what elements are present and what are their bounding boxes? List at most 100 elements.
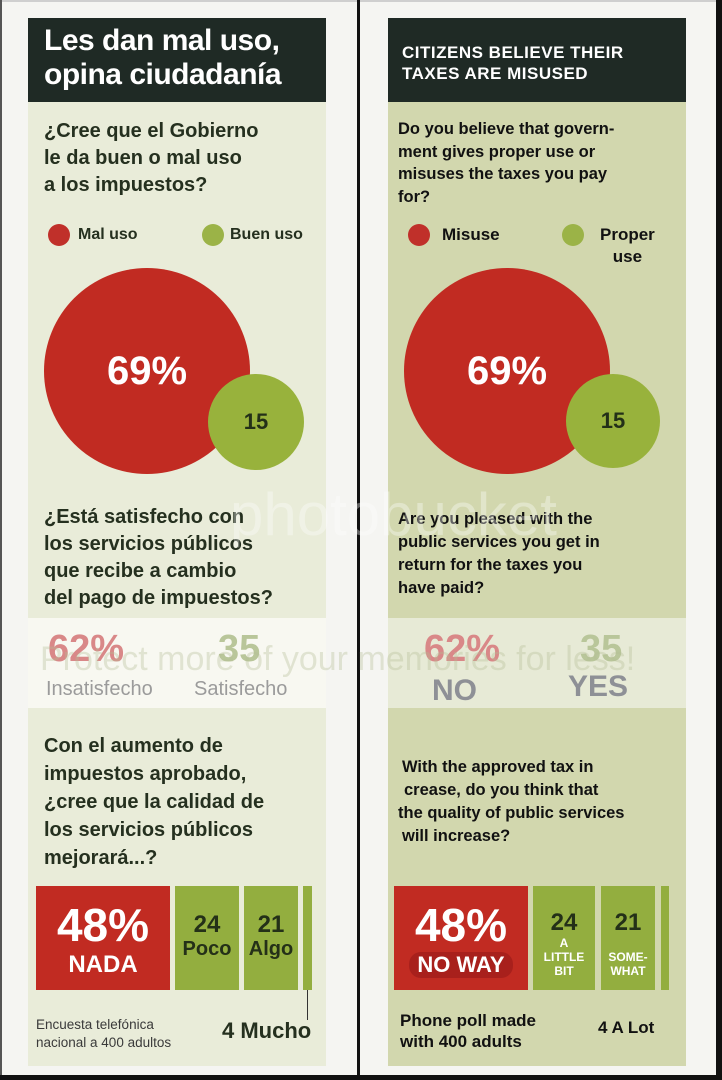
- legend-bad: Mal uso: [78, 226, 138, 243]
- a-lot-label: 4 A Lot: [598, 1018, 655, 1037]
- legend-green-dot-icon: [562, 224, 584, 246]
- bar-label: Algo: [248, 938, 294, 960]
- question-line: ¿Cree que el Gobierno: [44, 120, 259, 142]
- question-1: Do you believe that govern- ment gives p…: [398, 118, 614, 208]
- question-line: a los impuestos?: [44, 174, 208, 196]
- english-panel: CITIZENS BELIEVE THEIR TAXES ARE MISUSED…: [388, 18, 686, 1066]
- poll-note: Phone poll made with 400 adults: [400, 1010, 536, 1052]
- question-line: crease, do you think that: [404, 781, 599, 799]
- question-2: Are you pleased with the public services…: [398, 508, 600, 600]
- bar-mucho: [303, 886, 312, 990]
- question-line: Con el aumento de: [44, 735, 223, 757]
- yes-label: YES: [568, 670, 629, 703]
- bar-label-line: LITTLE: [543, 950, 585, 964]
- question-line: ¿cree que la calidad de: [44, 791, 265, 813]
- panel-header: Les dan mal uso, opina ciudadanía: [28, 18, 326, 102]
- question-line: public services you get in: [398, 533, 600, 551]
- satisfied-value: 35: [218, 628, 261, 670]
- question-line: le da buen o mal uso: [44, 147, 242, 169]
- bar-label-line: BIT: [554, 964, 574, 978]
- bar-value: 21: [614, 909, 642, 936]
- title-line: CITIZENS BELIEVE THEIR: [402, 43, 624, 62]
- bar-a-lot: [661, 886, 669, 990]
- bubble-bad: 69%: [44, 268, 250, 474]
- question-line: With the approved tax in: [402, 758, 594, 776]
- question-line: for?: [398, 187, 431, 206]
- legend-green-dot-icon: [202, 224, 224, 246]
- legend-good-line: Proper: [600, 225, 655, 244]
- question-line: misuses the taxes you pay: [398, 165, 608, 183]
- mucho-leader-line: [307, 990, 308, 1020]
- legend-red-dot-icon: [48, 224, 70, 246]
- question-line: Do you believe that govern-: [398, 120, 615, 138]
- satisfaction-band: [388, 618, 686, 708]
- bubble-bad-value: 69%: [466, 348, 548, 393]
- question-line: mejorará...?: [44, 847, 158, 869]
- bar-label: NADA: [68, 951, 138, 978]
- question-line: ¿Está satisfecho con: [44, 506, 245, 528]
- note-line: with 400 adults: [400, 1032, 522, 1051]
- no-label: NO: [432, 674, 477, 707]
- bubble-good: 15: [566, 374, 660, 468]
- panel-header: CITIZENS BELIEVE THEIR TAXES ARE MISUSED: [388, 18, 686, 102]
- question-line: los servicios públicos: [44, 533, 253, 555]
- legend-good-line: use: [612, 247, 643, 266]
- spanish-panel: Les dan mal uso, opina ciudadanía ¿Cree …: [28, 18, 326, 1066]
- question-line: Are you pleased with the: [398, 510, 593, 528]
- legend-good: Buen uso: [230, 226, 303, 243]
- note-line: nacional a 400 adultos: [36, 1035, 172, 1050]
- bar-label-line: A: [559, 936, 569, 950]
- mucho-label: 4 Mucho: [222, 1018, 312, 1043]
- legend-red-dot-icon: [408, 224, 430, 246]
- bar-nada: 48% NADA: [36, 886, 170, 990]
- question-line: the quality of public services: [398, 804, 625, 822]
- title-line: Les dan mal uso,: [44, 24, 280, 57]
- bar-a-little-bit: 24 A LITTLE BIT: [533, 886, 595, 990]
- poll-note: Encuesta telefónica nacional a 400 adult…: [36, 1016, 171, 1052]
- bubble-good-value: 15: [243, 409, 269, 434]
- column-divider: [357, 0, 360, 1080]
- bar-somewhat: 21 SOME- WHAT: [601, 886, 655, 990]
- question-2: ¿Está satisfecho con los servicios públi…: [44, 504, 273, 612]
- bar-value: 48%: [56, 899, 150, 951]
- question-line: impuestos aprobado,: [44, 763, 247, 785]
- question-line: del pago de impuestos?: [44, 587, 273, 609]
- frame-right: [716, 0, 722, 1080]
- question-line: que recibe a cambio: [44, 560, 237, 582]
- unsatisfied-label: Insatisfecho: [46, 678, 153, 700]
- frame-left: [0, 0, 2, 1080]
- bar-label: NO WAY: [409, 952, 513, 978]
- satisfied-label: Satisfecho: [194, 678, 288, 700]
- note-line: Encuesta telefónica: [36, 1017, 154, 1032]
- question-line: have paid?: [398, 579, 485, 597]
- question-1: ¿Cree que el Gobierno le da buen o mal u…: [44, 118, 258, 199]
- legend-bad: Misuse: [442, 225, 500, 244]
- unsatisfied-value: 62%: [48, 628, 125, 670]
- question-3: With the approved tax in crease, do you …: [398, 756, 624, 848]
- legend-good: Proper use: [600, 224, 655, 268]
- satisfaction-band: [28, 618, 326, 708]
- question-line: ment gives proper use or: [398, 142, 596, 161]
- bar-value: 21: [257, 911, 285, 938]
- question-3: Con el aumento de impuestos aprobado, ¿c…: [44, 732, 264, 872]
- bar-poco: 24 Poco: [175, 886, 239, 990]
- unsatisfied-value: 62%: [424, 628, 501, 670]
- panel-title: CITIZENS BELIEVE THEIR TAXES ARE MISUSED: [402, 42, 624, 84]
- bar-no-way: 48% NO WAY: [394, 886, 528, 990]
- satisfied-value: 35: [580, 628, 623, 670]
- bar-value: 48%: [414, 899, 508, 951]
- frame-bottom: [0, 1075, 722, 1080]
- bubble-good-value: 15: [600, 408, 626, 433]
- bar-label-line: WHAT: [610, 964, 646, 978]
- bar-label: Poco: [182, 938, 232, 960]
- bar-value: 24: [550, 909, 578, 936]
- bar-label-line: SOME-: [608, 950, 648, 964]
- title-line: opina ciudadanía: [44, 58, 282, 91]
- question-line: los servicios públicos: [44, 819, 253, 841]
- bubble-bad-value: 69%: [106, 348, 188, 393]
- note-line: Phone poll made: [400, 1011, 537, 1030]
- question-line: will increase?: [402, 827, 511, 845]
- bar-value: 24: [193, 911, 221, 938]
- bubble-good: 15: [208, 374, 304, 470]
- frame-top: [0, 0, 722, 2]
